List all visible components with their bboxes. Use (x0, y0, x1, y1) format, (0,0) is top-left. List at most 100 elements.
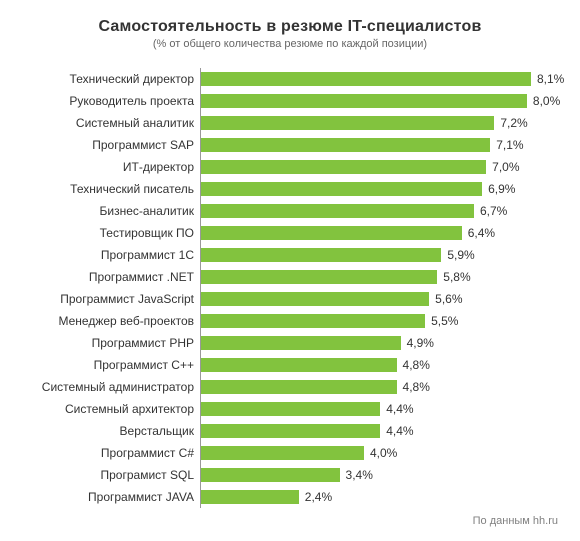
category-label: Программист JAVA (20, 490, 200, 504)
bar (201, 248, 441, 262)
bar-row: Системный администратор 4,8% (20, 376, 560, 398)
bar (201, 182, 482, 196)
bar-row: Программист .NET 5,8% (20, 266, 560, 288)
bar (201, 204, 474, 218)
value-label: 4,9% (407, 336, 434, 350)
bar-row: Программист C# 4,0% (20, 442, 560, 464)
bar-row: Программист JAVA 2,4% (20, 486, 560, 508)
value-label: 7,1% (496, 138, 523, 152)
category-label: Программист C# (20, 446, 200, 460)
bar-track: 8,0% (200, 90, 530, 112)
value-label: 3,4% (346, 468, 373, 482)
bar-row: Руководитель проекта8,0% (20, 90, 560, 112)
value-label: 4,8% (403, 380, 430, 394)
bar (201, 314, 425, 328)
bar-row: Технический директор8,1% (20, 68, 560, 90)
value-label: 6,7% (480, 204, 507, 218)
bar-track: 6,4% (200, 222, 530, 244)
bar-track: 5,5% (200, 310, 530, 332)
value-label: 4,0% (370, 446, 397, 460)
bar (201, 402, 380, 416)
category-label: Бизнес-аналитик (20, 204, 200, 218)
bar-row: Программист PHP 4,9% (20, 332, 560, 354)
category-label: Менеджер веб-проектов (20, 314, 200, 328)
category-label: Программист 1С (20, 248, 200, 262)
category-label: Программист SAP (20, 138, 200, 152)
bar (201, 138, 490, 152)
category-label: Системный аналитик (20, 116, 200, 130)
bar (201, 358, 397, 372)
bar-track: 5,9% (200, 244, 530, 266)
bar-track: 5,6% (200, 288, 530, 310)
bar-track: 8,1% (200, 68, 530, 90)
category-label: ИТ-директор (20, 160, 200, 174)
chart-container: Самостоятельность в резюме IT-специалист… (0, 0, 580, 541)
category-label: Верстальщик (20, 424, 200, 438)
value-label: 6,9% (488, 182, 515, 196)
bar (201, 94, 527, 108)
value-label: 5,6% (435, 292, 462, 306)
bar (201, 72, 531, 86)
bar-row: Тестировщик ПО 6,4% (20, 222, 560, 244)
category-label: Программист JavaScript (20, 292, 200, 306)
value-label: 5,9% (447, 248, 474, 262)
bar-row: Системный аналитик 7,2% (20, 112, 560, 134)
value-label: 5,5% (431, 314, 458, 328)
bar (201, 424, 380, 438)
bar-track: 7,0% (200, 156, 530, 178)
category-label: Программист PHP (20, 336, 200, 350)
bar (201, 160, 486, 174)
value-label: 8,1% (537, 72, 564, 86)
value-label: 7,0% (492, 160, 519, 174)
value-label: 2,4% (305, 490, 332, 504)
bar-track: 2,4% (200, 486, 530, 508)
bar-track: 7,2% (200, 112, 530, 134)
bar-row: Бизнес-аналитик 6,7% (20, 200, 560, 222)
bar-row: ИТ-директор 7,0% (20, 156, 560, 178)
bar-track: 6,9% (200, 178, 530, 200)
bar-track: 4,8% (200, 354, 530, 376)
chart-subtitle: (% от общего количества резюме по каждой… (20, 38, 560, 50)
bar-row: Технический писатель 6,9% (20, 178, 560, 200)
bar-row: Программист JavaScript 5,6% (20, 288, 560, 310)
category-label: Системный администратор (20, 380, 200, 394)
bar (201, 270, 437, 284)
bar-track: 5,8% (200, 266, 530, 288)
bar-row: Программист SAP 7,1% (20, 134, 560, 156)
category-label: Технический писатель (20, 182, 200, 196)
value-label: 4,4% (386, 424, 413, 438)
bar (201, 468, 340, 482)
chart-title: Самостоятельность в резюме IT-специалист… (20, 18, 560, 36)
bar-row: Системный архитектор 4,4% (20, 398, 560, 420)
value-label: 8,0% (533, 94, 560, 108)
bar (201, 116, 494, 130)
bar (201, 292, 429, 306)
bar-row: Менеджер веб-проектов 5,5% (20, 310, 560, 332)
bar-row: Программист 1С 5,9% (20, 244, 560, 266)
bar-track: 6,7% (200, 200, 530, 222)
value-label: 4,8% (403, 358, 430, 372)
category-label: Програмист SQL (20, 468, 200, 482)
category-label: Тестировщик ПО (20, 226, 200, 240)
bar-track: 4,9% (200, 332, 530, 354)
bar-track: 4,4% (200, 420, 530, 442)
value-label: 5,8% (443, 270, 470, 284)
category-label: Программист .NET (20, 270, 200, 284)
value-label: 7,2% (500, 116, 527, 130)
bar (201, 380, 397, 394)
value-label: 6,4% (468, 226, 495, 240)
bar-track: 4,4% (200, 398, 530, 420)
bar-track: 7,1% (200, 134, 530, 156)
category-label: Технический директор (20, 72, 200, 86)
bar-track: 4,0% (200, 442, 530, 464)
chart-plot-area: Технический директор8,1%Руководитель про… (20, 68, 560, 508)
bar-track: 4,8% (200, 376, 530, 398)
bar-row: Програмист SQL 3,4% (20, 464, 560, 486)
bar (201, 336, 401, 350)
bar-row: Верстальщик 4,4% (20, 420, 560, 442)
value-label: 4,4% (386, 402, 413, 416)
bar-track: 3,4% (200, 464, 530, 486)
category-label: Системный архитектор (20, 402, 200, 416)
bar-row: Программист C++4,8% (20, 354, 560, 376)
category-label: Руководитель проекта (20, 94, 200, 108)
